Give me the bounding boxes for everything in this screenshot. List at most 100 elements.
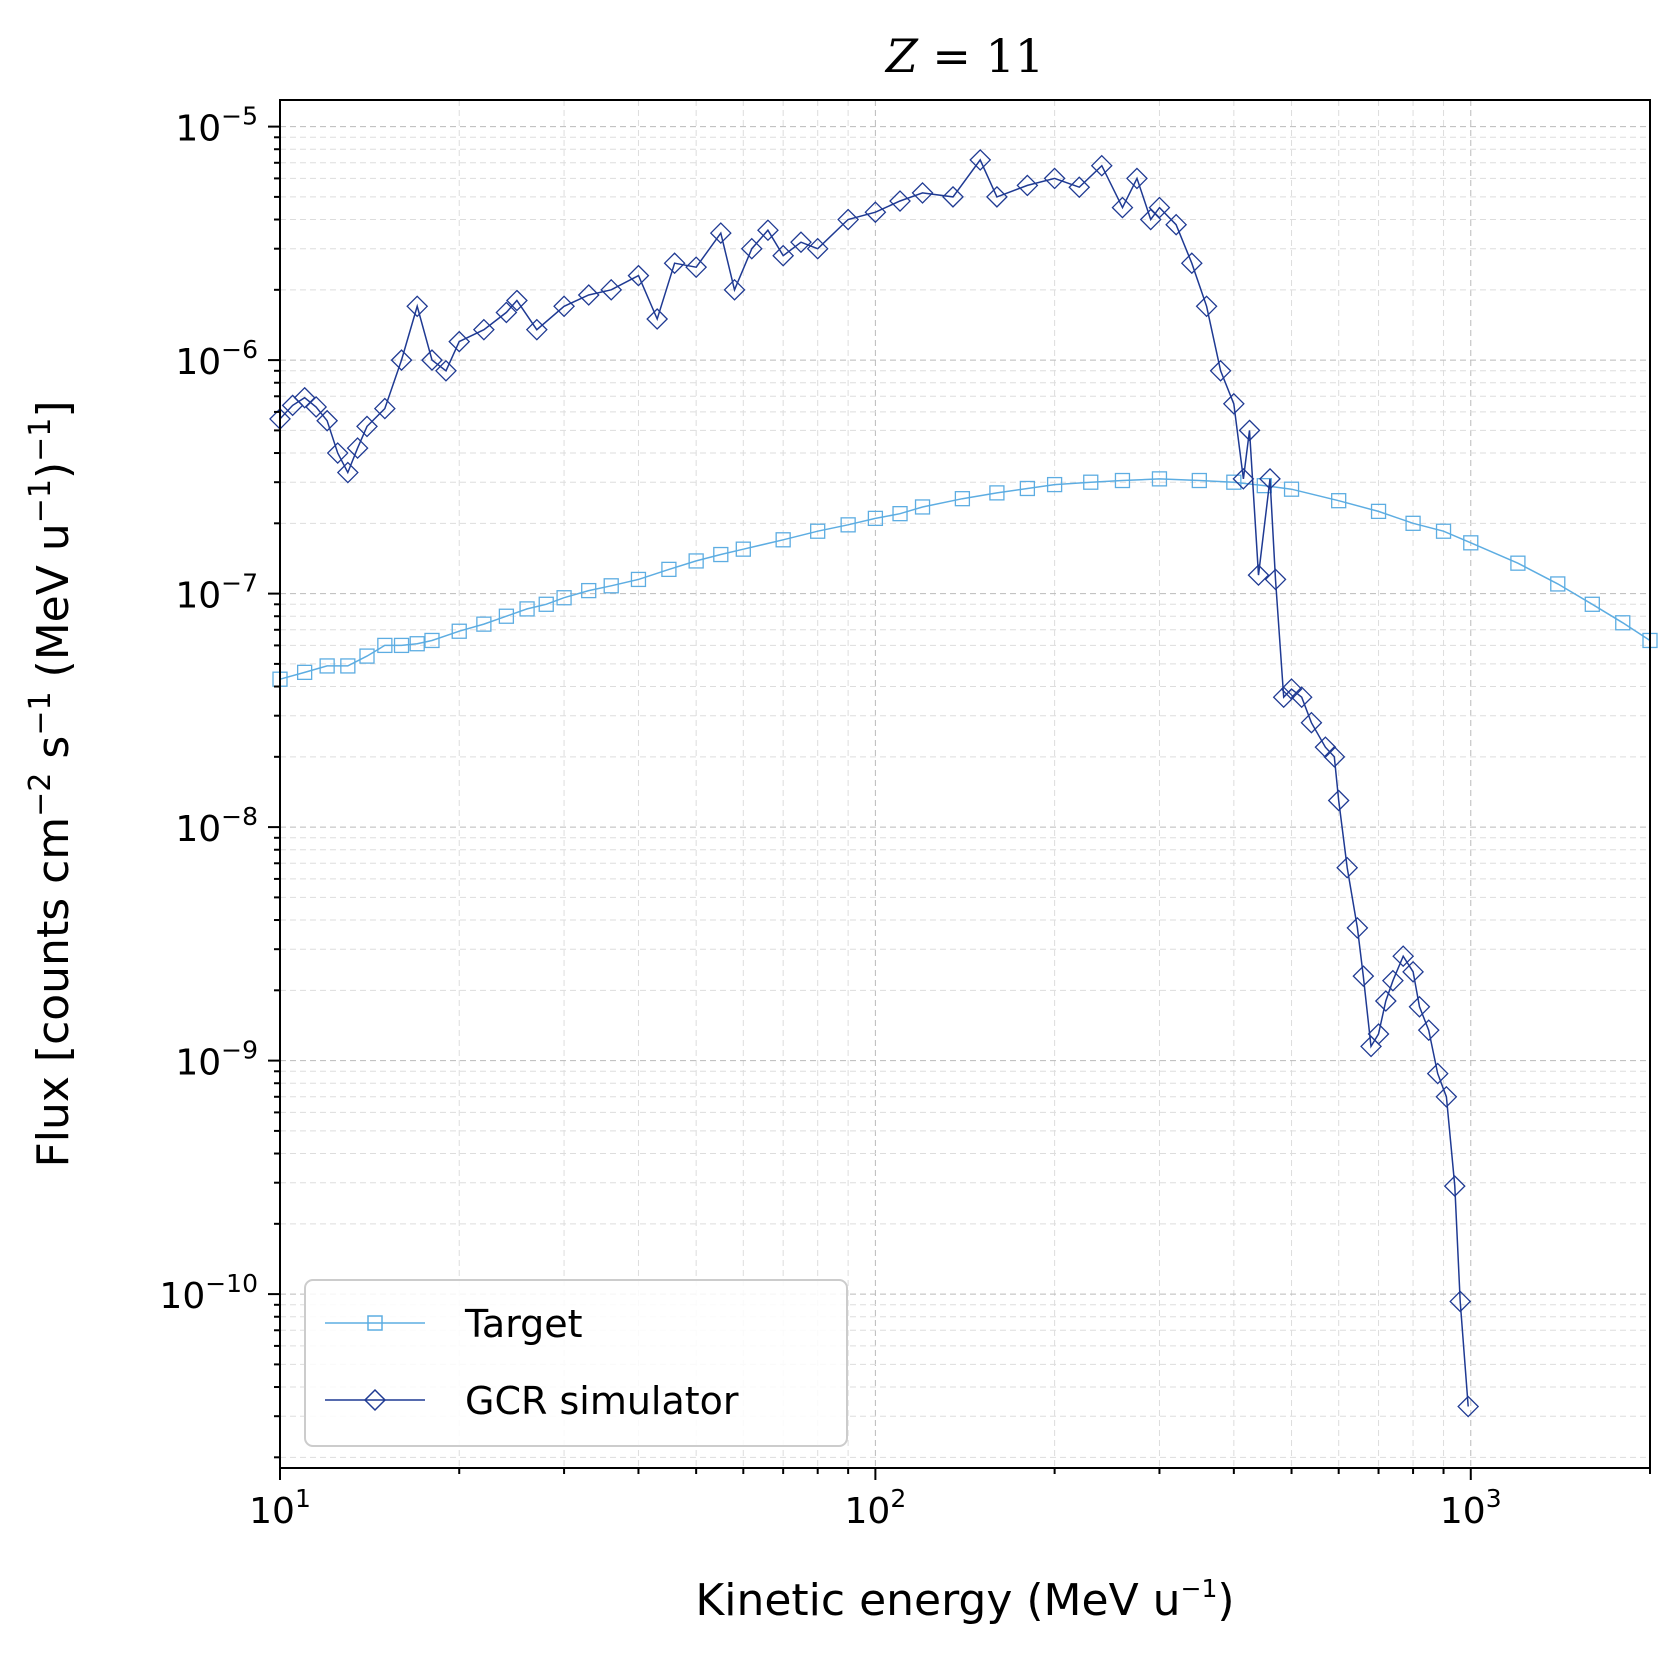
gcr-simulator-series (269, 148, 1480, 1418)
target-point (1083, 474, 1099, 490)
gcr-simulator-point (889, 190, 911, 212)
x-tick-exponent: 3 (1486, 1484, 1502, 1513)
target-point (1550, 576, 1566, 592)
gcr-simulator-point (421, 349, 443, 372)
legend-gcr-label: GCR simulator (465, 1379, 739, 1423)
gcr-simulator-point (472, 318, 495, 341)
target-point (840, 517, 856, 533)
gcr-simulator-point (1426, 1062, 1449, 1085)
plot-frame (279, 99, 1651, 1469)
y-tick-exponent: −8 (221, 802, 258, 831)
gcr-simulator-point (1264, 568, 1287, 591)
target-point (476, 616, 492, 632)
gcr-simulator-point (740, 237, 763, 260)
y-tick-label: 10−8 (175, 802, 258, 850)
target-point (661, 561, 677, 578)
legend-target-label: Target (464, 1302, 583, 1346)
x-tick-label: 102 (845, 1484, 907, 1532)
gcr-simulator-point (293, 386, 316, 409)
y-tick-exponent: −5 (221, 102, 258, 131)
gcr-simulator-point (553, 295, 575, 318)
target-point (519, 601, 535, 617)
target-point (498, 608, 515, 624)
x-axis-label-main: Kinetic energy (MeV u (695, 1575, 1180, 1626)
gcr-simulator-point (356, 415, 378, 438)
gcr-simulator-point (1290, 686, 1313, 709)
gcr-simulator-point (1280, 678, 1303, 701)
gcr-simulator-point (1111, 196, 1134, 219)
target-point (1283, 481, 1300, 497)
y-tick-base: 10 (175, 576, 221, 617)
legend: Target GCR simulator (304, 1279, 848, 1447)
y-tick-base: 10 (175, 109, 221, 150)
y-tick-base: 10 (159, 1276, 205, 1317)
gcr-simulator-point (942, 185, 964, 208)
target-point (1370, 503, 1387, 520)
y-axis-label-part: s (28, 736, 79, 773)
gcr-simulator-point (1222, 392, 1245, 415)
x-tick-exponent: 2 (890, 1484, 906, 1513)
gcr-simulator-point (346, 437, 369, 459)
target-point (296, 664, 313, 681)
grid (279, 100, 1651, 1468)
gcr-simulator-point (969, 148, 992, 171)
gcr-simulator-point (1435, 1085, 1458, 1108)
title-variable: Z (884, 29, 919, 83)
gcr-simulator-point (1327, 789, 1350, 812)
y-tick-label: 10−6 (175, 335, 258, 383)
target-point (1463, 535, 1479, 551)
target-point (713, 546, 729, 563)
target-point (409, 636, 425, 652)
y-axis-label-part: −1 (23, 479, 58, 523)
gcr-simulator-point (864, 201, 887, 224)
gcr-simulator-point (1300, 711, 1323, 734)
target-point (775, 532, 791, 548)
target-point (1256, 477, 1272, 494)
gcr-simulator-point (600, 278, 623, 301)
target-point (1584, 596, 1600, 612)
gcr-simulator-point (336, 461, 359, 484)
y-axis-label: Flux [counts cm−2 s−1 (MeV u−1)−1] (23, 400, 79, 1167)
target-point (393, 637, 410, 654)
gcr-simulator-point (506, 289, 528, 312)
y-tick-label: 10−9 (175, 1036, 258, 1084)
gcr-simulator-point (1392, 945, 1415, 968)
y-tick-exponent: −6 (221, 335, 258, 364)
target-point (989, 485, 1005, 501)
gcr-simulator-point (326, 442, 349, 464)
gcr-simulator-point (1374, 990, 1397, 1012)
gcr-simulator-point (1238, 419, 1261, 442)
gcr-simulator-point (663, 252, 686, 275)
target-point (424, 632, 440, 649)
target-point (1435, 523, 1452, 539)
gcr-simulator-point (305, 396, 328, 418)
gcr-simulator-point (435, 359, 457, 382)
gcr-simulator-point (1209, 359, 1232, 382)
chart-title: Z = 11 (884, 29, 1044, 83)
y-tick-exponent: −9 (221, 1036, 258, 1065)
gcr-simulator-point (1126, 167, 1148, 190)
gcr-simulator-point (1323, 745, 1346, 768)
gcr-simulator-point (448, 330, 471, 353)
gcr-simulator-point (911, 181, 934, 204)
y-tick-base: 10 (175, 1043, 221, 1084)
y-axis-label-part: −2 (23, 773, 58, 817)
target-point (451, 623, 467, 639)
gcr-simulator-point (1090, 154, 1113, 177)
target-point (1405, 515, 1421, 531)
gcr-simulator-point (1457, 1395, 1480, 1418)
target-point (1226, 474, 1242, 490)
gcr-simulator-point (790, 231, 812, 254)
target-point (1191, 472, 1207, 489)
target-point (954, 491, 971, 507)
y-tick-exponent: −7 (221, 569, 258, 598)
gcr-simulator-line (279, 158, 1469, 1407)
gcr-simulator-point (806, 237, 829, 260)
gcr-simulator-point (390, 349, 413, 372)
gcr-simulator-point (709, 222, 732, 244)
target-point (319, 658, 335, 674)
x-axis-label-end: ) (1217, 1575, 1234, 1626)
gcr-simulator-point (1417, 1019, 1440, 1042)
x-axis-label: Kinetic energy (MeV u−1) (695, 1574, 1234, 1626)
gcr-simulator-point (1148, 196, 1171, 219)
